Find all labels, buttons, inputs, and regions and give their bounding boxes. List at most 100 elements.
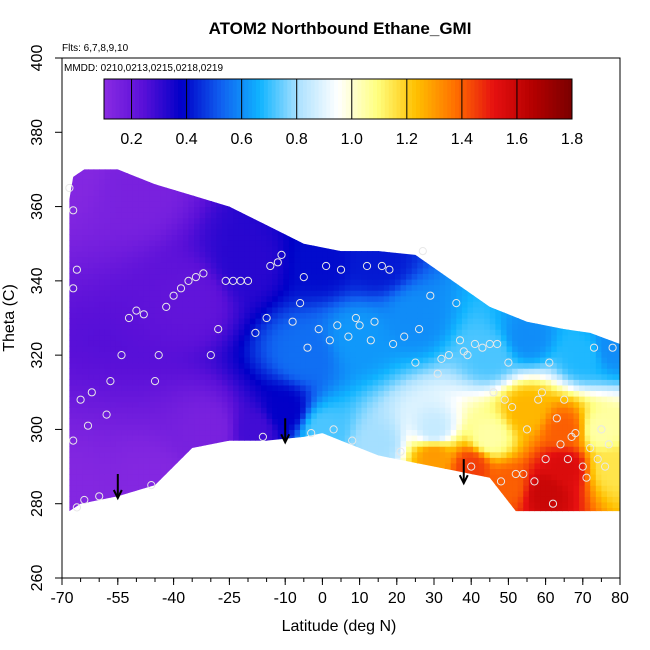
field-cell [69, 407, 72, 414]
field-cell [316, 462, 323, 470]
field-cell [489, 457, 496, 464]
field-cell [467, 479, 474, 486]
field-cell [160, 228, 167, 236]
field-cell [155, 206, 162, 213]
field-cell [322, 379, 329, 386]
field-cell [149, 362, 156, 369]
field-cell [445, 228, 452, 236]
field-cell [244, 468, 251, 475]
field-cell [183, 156, 189, 162]
field-cell [244, 234, 251, 241]
field-cell [132, 507, 139, 512]
field-cell [69, 468, 72, 475]
field-cell [344, 345, 351, 353]
field-cell [221, 490, 229, 497]
field-cell [467, 429, 474, 436]
field-cell [155, 368, 162, 375]
field-cell [121, 440, 128, 447]
field-cell [160, 329, 167, 336]
field-cell [177, 251, 184, 258]
field-cell [255, 474, 262, 481]
field-cell [327, 234, 335, 241]
field-cell [484, 423, 491, 431]
field-cell [467, 435, 474, 442]
field-cell [316, 340, 323, 347]
field-cell [355, 295, 363, 302]
field-cell [171, 284, 178, 291]
field-cell [372, 173, 379, 180]
field-cell [266, 485, 273, 492]
field-cell [450, 251, 457, 258]
field-cell [428, 256, 435, 263]
field-cell [188, 513, 194, 519]
field-cell [88, 446, 95, 453]
field-cell [322, 479, 329, 486]
field-cell [394, 223, 402, 230]
field-cell [311, 169, 318, 174]
field-cell [327, 251, 335, 258]
field-cell [182, 345, 190, 353]
field-cell [177, 195, 184, 202]
field-cell [238, 240, 245, 247]
field-cell [478, 206, 485, 213]
field-cell [182, 173, 190, 180]
field-cell [76, 457, 84, 464]
field-cell [127, 306, 134, 314]
field-cell [439, 362, 446, 369]
field-cell [439, 340, 446, 347]
field-cell [171, 228, 178, 236]
field-cell [69, 429, 72, 436]
field-cell [305, 345, 312, 353]
field-cell [294, 201, 301, 208]
field-cell [82, 418, 89, 425]
field-cell [121, 169, 128, 174]
field-cell [216, 446, 223, 453]
field-cell [115, 373, 123, 380]
field-cell [272, 228, 279, 236]
field-cell [389, 357, 396, 364]
field-cell [149, 212, 156, 219]
field-cell [389, 228, 396, 236]
field-cell [266, 169, 273, 174]
field-cell [138, 169, 145, 174]
field-cell [194, 162, 200, 168]
field-cell [160, 479, 167, 486]
field-cell [489, 412, 496, 419]
field-cell [227, 496, 234, 503]
field-cell [115, 435, 123, 442]
field-cell [406, 169, 413, 174]
field-cell [171, 306, 178, 314]
field-cell [327, 323, 335, 330]
field-cell [127, 435, 134, 442]
field-cell [82, 240, 89, 247]
field-cell [311, 318, 318, 325]
field-cell [333, 240, 340, 247]
field-cell [322, 173, 329, 180]
field-cell [305, 178, 312, 185]
field-cell [69, 479, 72, 486]
field-cell [389, 457, 396, 464]
field-cell [372, 228, 379, 236]
field-cell [350, 457, 357, 464]
field-cell [322, 251, 329, 258]
field-cell [434, 201, 441, 208]
field-cell [188, 357, 195, 364]
field-cell [417, 457, 424, 464]
field-cell [210, 312, 217, 319]
field-cell [99, 479, 106, 486]
field-cell [255, 228, 262, 236]
field-cell [115, 357, 123, 364]
field-cell [467, 474, 474, 481]
field-cell [255, 223, 262, 230]
field-cell [378, 396, 385, 403]
field-cell [389, 290, 396, 297]
field-cell [300, 340, 307, 347]
field-cell [160, 340, 167, 347]
field-cell [344, 295, 351, 302]
field-cell [182, 407, 190, 414]
field-cell [283, 201, 290, 208]
field-cell [266, 457, 273, 464]
field-cell [361, 507, 368, 512]
field-cell [383, 329, 390, 336]
field-cell [261, 323, 268, 330]
